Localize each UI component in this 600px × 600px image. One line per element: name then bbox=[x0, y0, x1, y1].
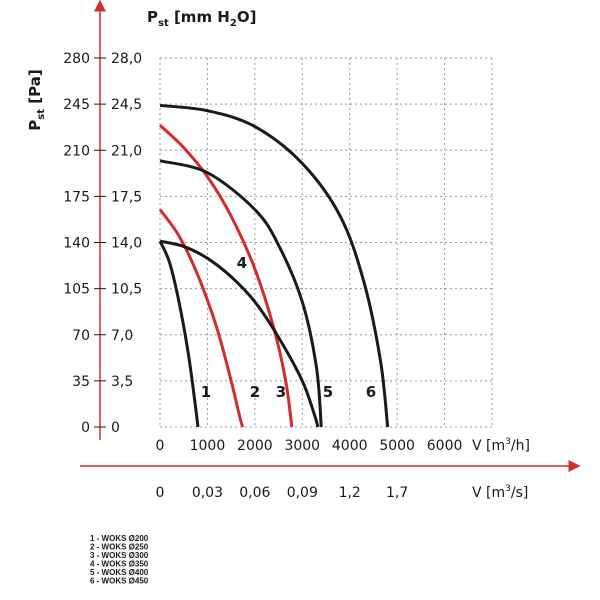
y-tick-label: 0 bbox=[81, 420, 90, 436]
fan-curve bbox=[159, 159, 323, 428]
y-tick-label: 210 bbox=[63, 143, 90, 159]
y2-tick-label: 21,0 bbox=[111, 143, 142, 159]
y2-tick-label: 3,5 bbox=[111, 374, 133, 390]
legend-entry: 6 - WOKS Ø450 bbox=[90, 577, 149, 586]
y-tick-label: 140 bbox=[63, 236, 90, 252]
y-axis-title: Pst [Pa] bbox=[26, 69, 47, 130]
y2-tick-label: 17,5 bbox=[111, 189, 142, 205]
x2-tick-label: 1,2 bbox=[339, 485, 361, 501]
y-tick-label: 280 bbox=[63, 51, 90, 67]
x2-tick-label: 1,7 bbox=[386, 485, 408, 501]
x-title-sup: 3 bbox=[505, 437, 511, 447]
curve-label: 6 bbox=[366, 383, 376, 401]
x2-tick-label: 0,09 bbox=[287, 485, 318, 501]
y-title-sub: st bbox=[36, 109, 47, 120]
y-tick-label: 175 bbox=[63, 189, 90, 205]
y-title-part: P bbox=[26, 120, 44, 131]
x-tick-label: 5000 bbox=[379, 438, 415, 454]
x2-title-part: V [m bbox=[472, 485, 505, 501]
y2-tick-label: 24,5 bbox=[111, 97, 142, 113]
curve-label: 3 bbox=[276, 383, 286, 401]
x-axis-title: V [m3/h] bbox=[472, 437, 530, 454]
x2-title-part: /s] bbox=[511, 485, 528, 501]
fan-curve bbox=[158, 240, 200, 428]
y-tick-label: 35 bbox=[72, 374, 90, 390]
x2-axis-title: V [m3/s] bbox=[472, 484, 528, 501]
x-tick-label: 2000 bbox=[237, 438, 273, 454]
fan-curve bbox=[159, 103, 390, 428]
x2-title-sup: 3 bbox=[505, 484, 511, 494]
curve-label: 5 bbox=[323, 383, 333, 401]
y2-title-sub: 2 bbox=[230, 18, 237, 29]
x-tick-label: 6000 bbox=[427, 438, 463, 454]
curve-label: 1 bbox=[201, 383, 211, 401]
legend-entry: 5 - WOKS Ø400 bbox=[90, 568, 149, 577]
x2-tick-label: 0,03 bbox=[192, 485, 223, 501]
legend-entry: 2 - WOKS Ø250 bbox=[90, 543, 149, 552]
fan-curve bbox=[159, 239, 320, 428]
curve-label: 2 bbox=[250, 383, 260, 401]
y-tick-label: 245 bbox=[63, 97, 90, 113]
x-tick-label: 3000 bbox=[284, 438, 320, 454]
y2-title-sub: st bbox=[158, 18, 169, 29]
fan-curve bbox=[158, 124, 294, 428]
y2-tick-label: 7,0 bbox=[111, 328, 133, 344]
legend-entry: 1 - WOKS Ø200 bbox=[90, 534, 149, 543]
x-tick-label: 0 bbox=[156, 438, 165, 454]
x-title-part: V [m bbox=[472, 438, 505, 454]
y2-axis-title: Pst [mm H2O] bbox=[147, 8, 256, 29]
x-tick-label: 1000 bbox=[190, 438, 226, 454]
y2-title-part: [mm H bbox=[169, 8, 230, 26]
y-title-part: [Pa] bbox=[26, 69, 44, 109]
y2-title-part: O] bbox=[237, 8, 257, 26]
y2-tick-label: 10,5 bbox=[111, 282, 142, 298]
y2-tick-label: 28,0 bbox=[111, 51, 142, 67]
y-tick-label: 105 bbox=[63, 282, 90, 298]
legend-entry: 4 - WOKS Ø350 bbox=[90, 560, 149, 569]
y-tick-label: 70 bbox=[72, 328, 90, 344]
y2-title-part: P bbox=[147, 8, 158, 26]
legend-entry: 3 - WOKS Ø300 bbox=[90, 551, 149, 560]
curve-label: 4 bbox=[237, 254, 247, 272]
y2-tick-label: 0 bbox=[111, 420, 120, 436]
fan-curve bbox=[158, 208, 245, 428]
x-tick-label: 4000 bbox=[332, 438, 368, 454]
x2-tick-label: 0 bbox=[156, 485, 165, 501]
y2-tick-label: 14,0 bbox=[111, 236, 142, 252]
x2-tick-label: 0,06 bbox=[239, 485, 270, 501]
x-title-part: /h] bbox=[511, 438, 530, 454]
